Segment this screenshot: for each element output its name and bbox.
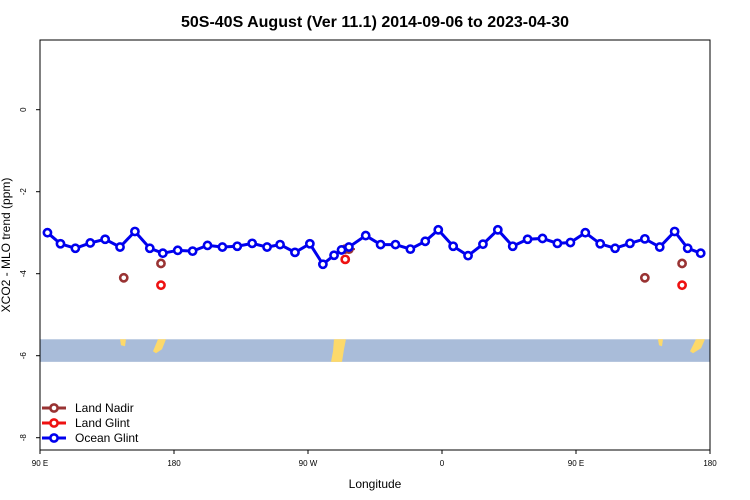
- ocean-glint-point: [329, 250, 339, 261]
- ocean-glint-point: [42, 227, 53, 238]
- land-nadir-point: [156, 258, 166, 269]
- legend-label-ocean-glint: Ocean Glint: [75, 431, 139, 445]
- ocean-glint-point: [275, 239, 285, 250]
- plot-frame: [39, 39, 711, 451]
- land-nadir-point: [639, 272, 650, 283]
- ocean-glint-point: [522, 234, 533, 245]
- legend-marker-land-glint: [49, 418, 59, 428]
- land-patch: [153, 339, 166, 354]
- ocean-glint-point: [654, 242, 665, 252]
- ocean-glint-point: [172, 245, 183, 256]
- ocean-glint-point: [70, 243, 81, 254]
- ocean-glint-point: [625, 238, 635, 249]
- legend-marker-land-nadir: [49, 403, 59, 413]
- ocean-glint-point: [304, 238, 315, 249]
- ocean-glint-point: [360, 230, 371, 241]
- ocean-glint-point: [669, 226, 680, 237]
- y-axis: 0 -2 -4 -6 -8: [19, 107, 40, 441]
- y-tick-label: -2: [19, 188, 28, 196]
- x-tick-label: 90 E: [568, 459, 584, 468]
- ocean-glint-point: [115, 242, 125, 252]
- y-tick-label: -4: [19, 270, 28, 278]
- x-tick-label: 90 E: [32, 459, 48, 468]
- ocean-glint-point: [478, 239, 488, 250]
- land-nadir-point: [677, 258, 687, 269]
- ocean-glint-point: [610, 243, 620, 254]
- ocean-glint-point: [317, 259, 328, 270]
- x-tick-label: 0: [440, 459, 445, 468]
- ocean-glint-point: [420, 236, 431, 247]
- ocean-glint-point: [507, 241, 518, 252]
- ocean-glint-point: [433, 224, 444, 235]
- ocean-glint-point: [639, 233, 650, 244]
- land-glint-point: [340, 254, 351, 265]
- y-tick-label: -8: [19, 434, 28, 442]
- ocean-glint-point: [448, 241, 459, 252]
- land-patch: [331, 339, 346, 362]
- land-patch: [658, 339, 663, 347]
- ocean-glint-point: [405, 244, 416, 254]
- ocean-glint-point: [55, 238, 66, 249]
- legend-label-land-nadir: Land Nadir: [75, 401, 134, 415]
- ocean-glint-point: [344, 242, 354, 252]
- ocean-glint-point: [202, 240, 213, 251]
- ocean-glint-point: [187, 246, 198, 257]
- ocean-glint-point: [144, 243, 155, 254]
- ocean-glint-point: [695, 248, 706, 259]
- x-tick-label: 90 W: [299, 459, 318, 468]
- series-layer: [42, 224, 706, 291]
- x-axis: 90 E 180 90 W 0 90 E 180: [32, 450, 717, 468]
- x-tick-label: 180: [167, 459, 181, 468]
- ocean-glint-point: [375, 239, 386, 250]
- y-tick-label: -6: [19, 352, 28, 360]
- ocean-glint-point: [682, 243, 693, 254]
- land-patch: [120, 339, 126, 347]
- y-axis-label: XCO2 - MLO trend (ppm): [0, 178, 13, 313]
- ocean-glint-point: [463, 250, 473, 261]
- ocean-glint-point: [565, 237, 576, 248]
- ocean-glint-point: [595, 238, 606, 249]
- legend-marker-ocean-glint: [49, 433, 59, 443]
- ocean-glint-point: [290, 247, 300, 258]
- y-tick-label: 0: [19, 107, 28, 112]
- background-strip: [40, 339, 710, 362]
- ocean-glint-point: [85, 238, 96, 248]
- x-axis-label: Longitude: [349, 477, 402, 491]
- ocean-glint-point: [157, 248, 168, 259]
- ocean-glint-point: [247, 238, 258, 249]
- land-glint-point: [156, 280, 166, 291]
- land-glint-point: [677, 280, 687, 291]
- x-tick-label: 180: [703, 459, 717, 468]
- ocean-glint-point: [217, 242, 228, 252]
- land-patches: [120, 339, 705, 362]
- ocean-glint-point: [262, 242, 272, 252]
- chart-title: 50S-40S August (Ver 11.1) 2014-09-06 to …: [181, 14, 569, 31]
- ocean-glint-point: [492, 224, 503, 235]
- ocean-glint-point: [100, 234, 111, 245]
- ocean-glint-point: [232, 241, 243, 252]
- ocean-glint-point: [390, 239, 401, 250]
- legend-label-land-glint: Land Glint: [75, 416, 130, 430]
- land-patch: [690, 339, 705, 354]
- ocean-glint-point: [580, 227, 591, 238]
- land-nadir-point: [118, 272, 129, 283]
- ocean-glint-point: [552, 238, 563, 249]
- ocean-glint-point: [336, 245, 347, 255]
- ocean-strip: [40, 339, 710, 362]
- ocean-glint-point: [130, 226, 140, 237]
- ocean-glint-point: [537, 233, 548, 244]
